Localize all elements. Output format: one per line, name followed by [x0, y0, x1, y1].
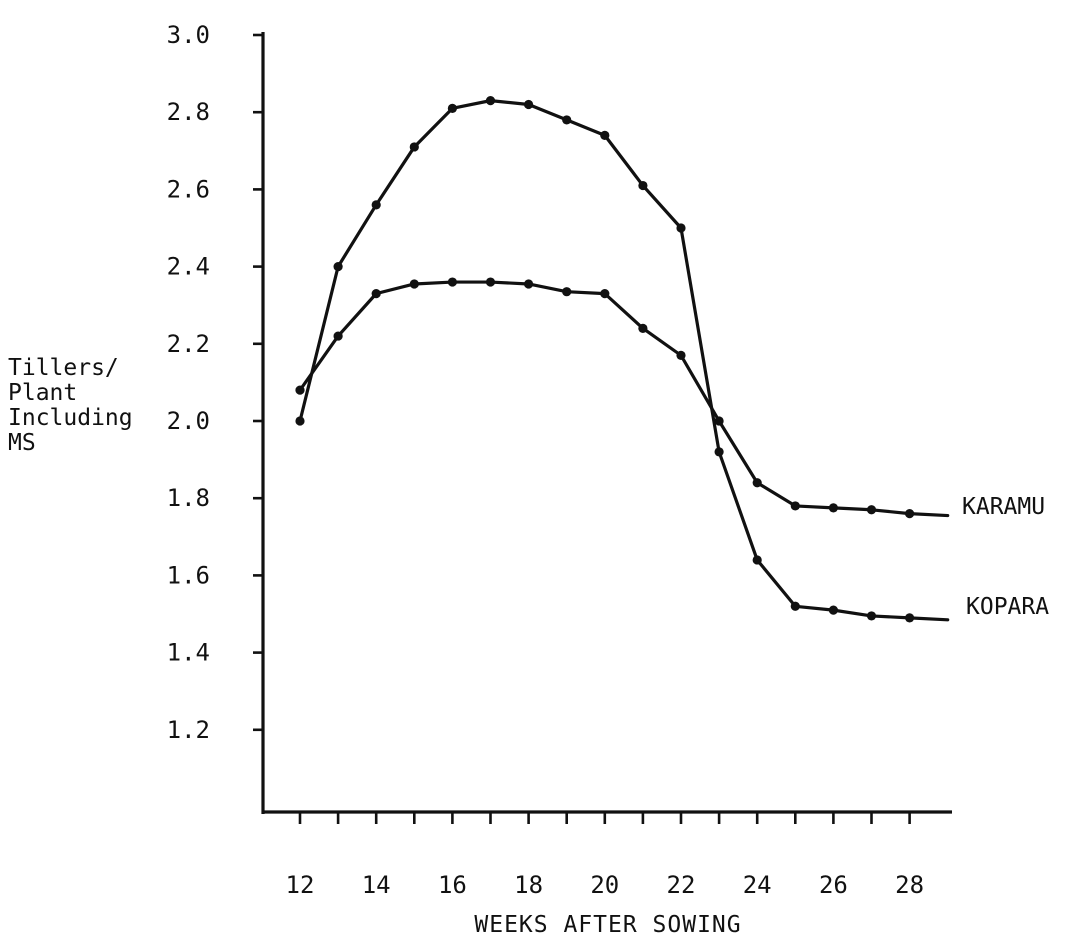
data-point-kopara-28	[905, 613, 915, 623]
y-tick-label-1.8: 1.8	[167, 484, 210, 512]
data-point-karamu-26	[828, 503, 839, 513]
data-point-kopara-22	[676, 223, 686, 233]
data-point-karamu-22	[676, 350, 686, 360]
y-tick-label-2.6: 2.6	[167, 175, 210, 203]
y-axis-label-line-2: Plant	[8, 380, 78, 406]
x-axis-label: WEEKS AFTER SOWING	[474, 912, 742, 938]
data-point-kopara-24	[752, 555, 762, 565]
data-point-karamu-16	[447, 277, 457, 287]
x-tick-label-14: 14	[362, 871, 391, 899]
x-tick-label-18: 18	[514, 871, 543, 899]
x-tick-label-28: 28	[895, 871, 924, 899]
data-point-karamu-14	[371, 289, 381, 299]
y-axis-ticks: 1.2 1.4 1.6 1.8 2.0 2.2 2.4 2.6 2.8 3.0	[167, 21, 263, 744]
data-point-karamu-23	[714, 416, 724, 426]
y-tick-label-2.4: 2.4	[167, 253, 210, 281]
data-point-kopara-14	[371, 200, 381, 210]
data-point-kopara-12	[295, 416, 305, 426]
x-tick-label-20: 20	[590, 871, 619, 899]
data-point-kopara-21	[638, 180, 648, 191]
data-point-karamu-27	[866, 505, 877, 515]
data-point-kopara-26	[828, 605, 839, 615]
data-point-kopara-16	[447, 103, 457, 113]
data-point-karamu-19	[562, 287, 572, 297]
data-point-karamu-18	[524, 279, 534, 289]
data-point-karamu-21	[638, 323, 648, 333]
data-point-karamu-12	[295, 385, 305, 395]
series-label-kopara: KOPARA	[966, 594, 1050, 620]
y-tick-label-1.4: 1.4	[167, 639, 210, 667]
data-point-kopara-25	[790, 601, 800, 611]
y-tick-label-2.2: 2.2	[167, 330, 210, 358]
x-tick-label-22: 22	[667, 871, 696, 899]
y-axis-label-line-1: Tillers/	[8, 355, 119, 381]
y-tick-label-2.8: 2.8	[167, 98, 210, 126]
data-point-kopara-27	[866, 611, 877, 621]
series-label-karamu: KARAMU	[962, 494, 1046, 520]
data-point-kopara-23	[714, 447, 724, 457]
x-tick-label-26: 26	[819, 871, 848, 899]
data-point-karamu-24	[752, 478, 762, 488]
data-point-kopara-15	[409, 142, 419, 152]
data-point-karamu-20	[600, 289, 610, 299]
data-point-karamu-13	[333, 331, 343, 341]
data-point-karamu-28	[905, 509, 915, 519]
y-tick-label-3.0: 3.0	[167, 21, 210, 49]
y-tick-label-1.6: 1.6	[167, 561, 210, 589]
y-tick-label-2.0: 2.0	[167, 407, 210, 435]
data-point-kopara-13	[333, 262, 343, 272]
axes	[261, 32, 952, 814]
data-point-kopara-18	[524, 99, 534, 110]
data-point-karamu-25	[790, 501, 800, 511]
data-point-kopara-19	[562, 115, 572, 125]
y-axis-label: Tillers/ Plant Including MS	[8, 356, 133, 456]
x-tick-label-16: 16	[438, 871, 467, 899]
data-point-karamu-15	[409, 279, 419, 289]
data-point-kopara-17	[485, 96, 496, 106]
data-point-karamu-17	[485, 277, 496, 287]
y-axis-label-line-4: MS	[8, 430, 36, 456]
x-axis-ticks: 12 14 16 18 20 22 24 26 28	[286, 812, 924, 899]
data-point-kopara-20	[600, 130, 610, 140]
x-tick-label-24: 24	[743, 871, 772, 899]
y-axis-label-line-3: Including	[8, 405, 133, 431]
y-tick-label-1.2: 1.2	[167, 716, 210, 744]
series-layer	[295, 96, 950, 623]
series-line-kopara	[298, 99, 950, 622]
series-line-karamu	[298, 280, 950, 518]
x-tick-label-12: 12	[286, 871, 315, 899]
